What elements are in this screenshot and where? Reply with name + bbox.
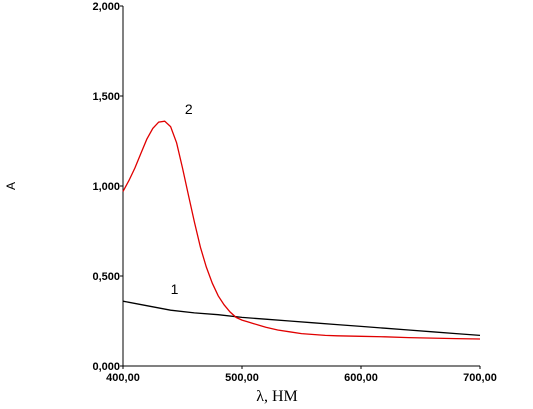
x-tick-label: 500,00 <box>225 372 259 384</box>
x-axis-label: λ, НМ <box>256 388 298 405</box>
y-tick-label: 0,000 <box>92 361 120 373</box>
x-tick-label: 600,00 <box>344 372 378 384</box>
y-tick-label: 2,000 <box>92 1 120 13</box>
series-line-1 <box>122 300 481 337</box>
series-line-2 <box>122 120 481 340</box>
axes <box>120 5 481 369</box>
y-tick-label: 1,500 <box>92 91 120 103</box>
y-tick-label: 1,000 <box>92 181 120 193</box>
x-tick-label: 400,00 <box>106 372 140 384</box>
tick-labels: 0,000 0,500 1,000 1,500 2,000 400,00 500,00 600… <box>92 1 496 384</box>
series-lines <box>122 120 481 340</box>
x-tick-label: 700,00 <box>463 372 497 384</box>
y-axis-label: А <box>4 182 18 190</box>
curve-labels: 12 <box>171 101 193 297</box>
y-tick-label: 0,500 <box>92 271 120 283</box>
curve-label-2: 2 <box>185 101 193 117</box>
curve-label-1: 1 <box>171 281 179 297</box>
